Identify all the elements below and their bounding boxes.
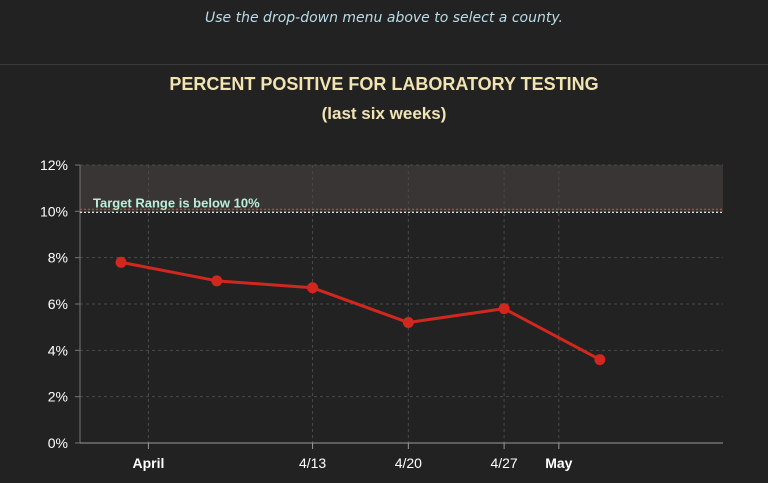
data-point (402, 317, 414, 329)
chart-subtitle: (last six weeks) (321, 104, 447, 123)
data-point (594, 354, 606, 366)
y-tick-label: 12% (40, 157, 68, 173)
data-point (498, 303, 510, 315)
y-tick-label: 6% (48, 296, 68, 312)
target-band (80, 165, 723, 212)
y-tick-label: 8% (48, 250, 68, 266)
data-point (115, 256, 127, 268)
instruction-bar: Use the drop-down menu above to select a… (0, 0, 768, 65)
data-point (211, 275, 223, 287)
x-tick-label: 4/13 (299, 455, 326, 471)
x-tick-label: April (132, 455, 164, 471)
series-line (120, 260, 601, 361)
y-tick-label: 10% (40, 203, 68, 219)
y-tick-label: 4% (48, 342, 68, 358)
x-tick-label: May (545, 455, 572, 471)
chart-title: PERCENT POSITIVE FOR LABORATORY TESTING (169, 74, 599, 94)
y-tick-label: 2% (48, 389, 68, 405)
instruction-text: Use the drop-down menu above to select a… (205, 10, 563, 26)
y-tick-label: 0% (48, 435, 68, 451)
x-tick-label: 4/20 (395, 455, 422, 471)
data-point (307, 282, 319, 294)
target-annotation: Target Range is below 10% (93, 195, 260, 210)
x-tick-label: 4/27 (490, 455, 517, 471)
